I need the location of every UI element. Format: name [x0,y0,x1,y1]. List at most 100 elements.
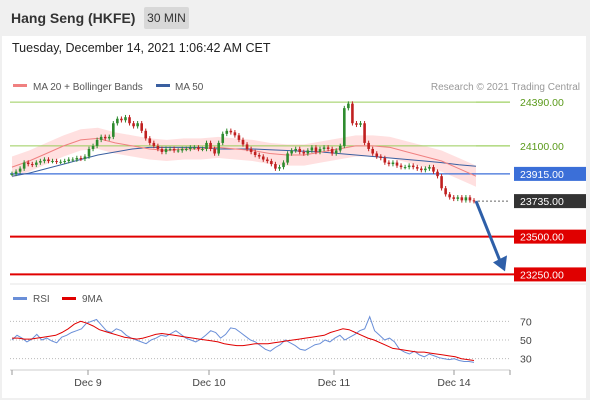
candle-body [99,136,103,140]
candle-body [359,123,362,125]
candle-body [363,123,366,143]
candle-body [180,148,184,151]
candle-body [10,173,14,175]
candle-body [253,151,257,155]
candle-body [14,171,18,174]
level-tag-23250.00 [514,267,586,282]
candle-body [83,156,87,159]
candle-body [237,135,241,140]
candle-body [39,161,42,163]
candle-body [18,168,22,172]
candle-body [371,148,374,154]
candle-body [249,148,253,152]
candle-body [266,159,269,162]
bollinger-band-area [12,127,476,187]
candle-body [229,130,233,133]
candle-body [428,167,431,169]
candle-body [391,162,395,165]
candle-body [468,197,472,201]
chart-panel [2,36,586,398]
candle-body [59,161,62,163]
rsi-legend-label: RSI [33,294,50,305]
level-label-23500.00: 23500.00 [520,232,564,244]
candle-body [375,153,379,157]
candle-body [79,158,83,160]
candle-body [290,150,293,154]
x-axis: Dec 9 Dec 10 Dec 11 Dec 14 [11,370,511,389]
candle-body [217,142,220,154]
candle-body [245,144,249,149]
candle-body [116,118,119,124]
x-tick-label: Dec 14 [437,377,470,389]
x-tick-label: Dec 10 [192,377,225,389]
instrument-title: Hang Seng (HKFE) [11,10,136,26]
candle-body [51,161,54,163]
candle-body [87,148,91,157]
ma50-legend-swatch [156,84,170,87]
candle-body [270,161,273,165]
candle-body [411,165,415,168]
candle-body [379,156,383,159]
rsi-tick-label: 30 [520,354,532,366]
candle-body [152,142,156,146]
candle-body [314,147,318,152]
candle-body [197,147,200,149]
candle-body [184,148,188,150]
candle-body [189,147,192,149]
candle-body [120,118,123,121]
candle-body [144,130,148,139]
level-tag-23500.00 [514,229,586,244]
rsi-tick-label: 70 [520,316,532,328]
rsi-legend-swatch [13,297,27,300]
candle-body [399,165,403,168]
candle-body [193,147,196,149]
candle-body [464,197,468,201]
candle-body [225,130,229,134]
ma9-legend-label: 9MA [82,294,103,305]
candle-body [294,148,297,151]
rsi-tick-label: 50 [520,335,532,347]
candle-body [343,108,346,146]
candle-body [334,150,338,154]
candle-body [302,151,306,154]
candle-body [298,148,302,152]
level-tag-23915.00 [514,166,586,181]
ma50-legend-label: MA 50 [175,82,204,93]
candle-body [160,148,164,152]
candle-body [310,147,314,151]
candle-body [148,138,152,143]
level-label-24390.00: 24390.00 [520,97,564,109]
candle-body [415,167,419,169]
candle-body [201,148,204,150]
rsi-chart: 70 50 30 [10,315,532,366]
rsi-9ma-line [12,320,475,361]
candle-body [383,158,387,163]
candle-body [107,136,111,139]
level-label-23250.00: 23250.00 [520,269,564,281]
ma20-line [11,137,477,177]
candle-body [286,153,289,163]
candle-body [452,197,456,199]
candle-body [367,142,370,149]
candle-body [128,117,131,124]
candle-body [112,123,115,137]
candle-body [387,162,391,165]
candle-body [460,197,464,201]
candle-body [63,161,66,163]
timestamp: Tuesday, December 14, 2021 1:06:42 AM CE… [12,41,271,55]
candle-body [241,139,245,145]
candle-body [95,139,99,146]
candle-body [91,145,95,149]
candle-body [282,162,285,168]
interval-selector[interactable]: 30 MIN [144,7,189,29]
level-label-23915.00: 23915.00 [520,169,564,181]
candle-body [30,164,34,166]
x-tick-label: Dec 9 [74,377,102,389]
candle-body [338,145,342,151]
candle-body [67,159,71,162]
candle-body [136,123,139,127]
candle-body [326,147,330,149]
forecast-arrow-head [493,255,507,272]
candle-body [424,168,427,171]
candle-body [257,155,261,157]
